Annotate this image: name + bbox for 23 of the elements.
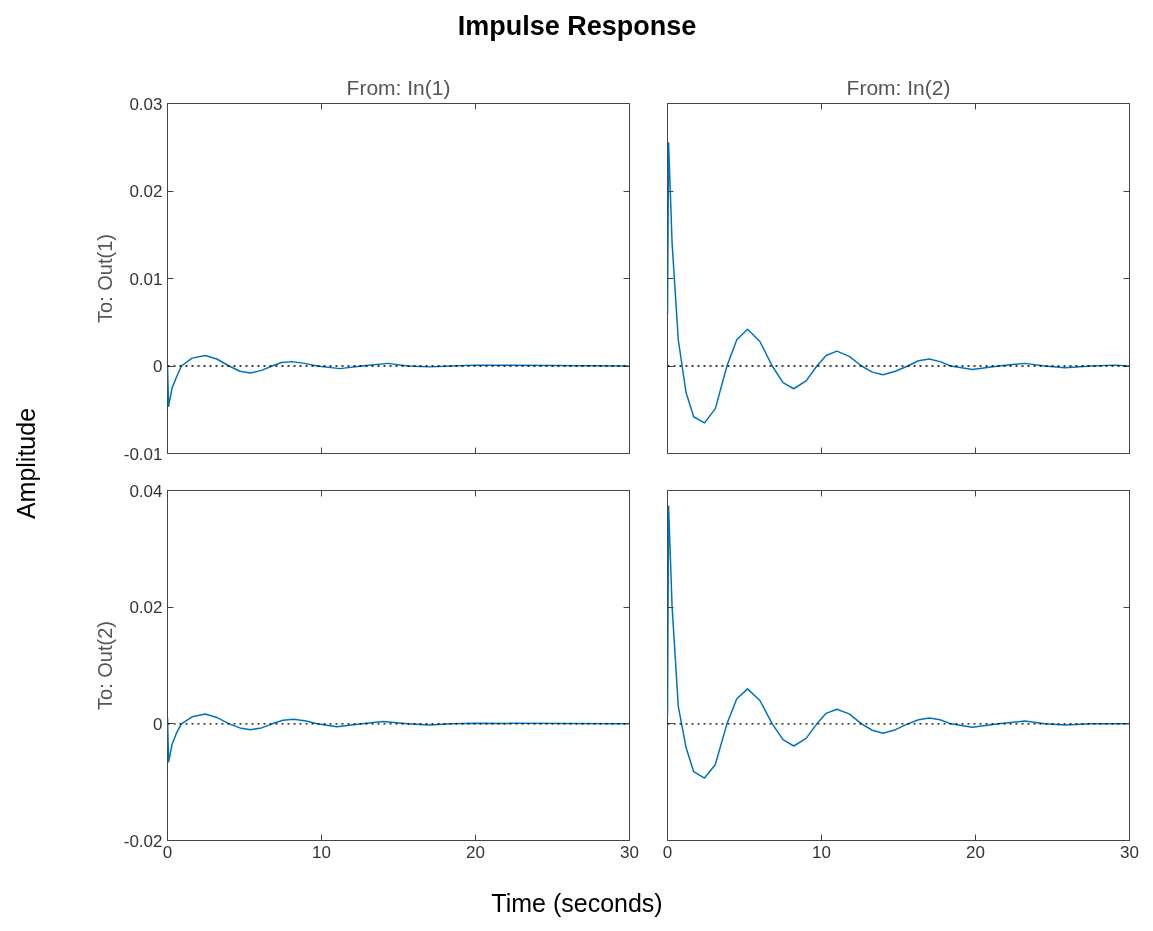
x-tick-label: 20	[466, 842, 485, 862]
y-tick-label: -0.02	[123, 831, 163, 851]
text: Impulse Response	[457, 10, 697, 41]
y-tick-label: 0	[153, 714, 163, 734]
y-tick-label: 0.01	[129, 269, 163, 289]
y-tick-label: 0.02	[129, 598, 163, 618]
y-tick-label: 0.03	[129, 94, 163, 114]
y-tick-label: 0.04	[129, 481, 163, 501]
x-tick-label: 20	[966, 842, 985, 862]
y-axis-title: To: Out(1)	[93, 234, 116, 323]
x-tick-label: 10	[812, 842, 831, 862]
y-tick-label: 0.02	[129, 182, 163, 201]
chart-title: From: In(2)	[846, 75, 951, 99]
chart-title: From: In(1)	[346, 75, 451, 99]
y-tick-label: -0.01	[123, 444, 163, 464]
y-tick-label: 0	[153, 357, 163, 376]
y-axis-title: To: Out(2)	[93, 621, 116, 710]
text: Amplitude	[11, 407, 40, 520]
x-tick-label: 10	[312, 842, 331, 862]
x-tick-label: 0	[662, 842, 673, 862]
x-tick-label: 30	[620, 842, 639, 862]
x-tick-label: 30	[1120, 842, 1139, 862]
text: Time (seconds)	[491, 889, 663, 917]
